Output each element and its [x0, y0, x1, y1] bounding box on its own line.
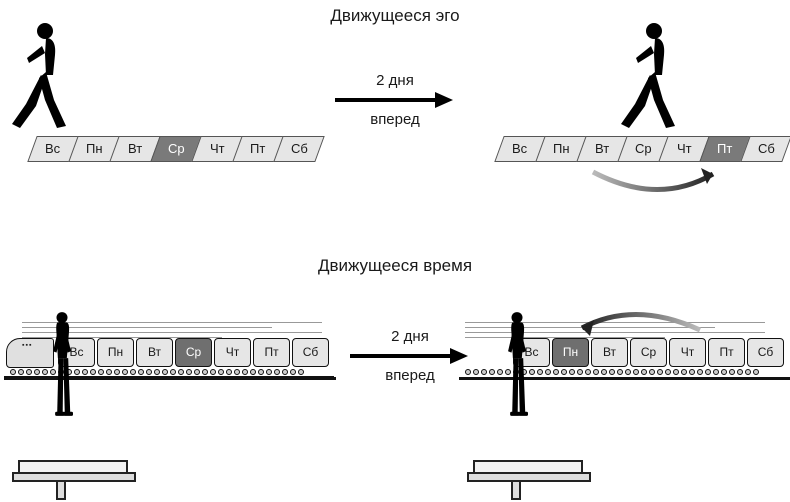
arrow-right-icon	[335, 93, 455, 107]
curve-arrow-right-icon	[583, 164, 733, 198]
day-tile: Сб	[273, 136, 324, 162]
standing-person-icon	[36, 310, 88, 425]
platform-lip	[12, 472, 136, 482]
arrow-text-1: 2 дня	[325, 72, 465, 89]
arrow-text-2: вперед	[325, 111, 465, 128]
walker-icon	[615, 20, 687, 135]
curve-arrow-left-icon	[560, 308, 710, 338]
panel-time-before: Вс Пн Вт Ср Чт Пт Сб	[0, 280, 345, 495]
arrow-right-icon	[350, 349, 470, 363]
train-car: Пт	[708, 338, 745, 367]
panel-ego-after: Вс Пн Вт Ср Чт Пт Сб	[475, 18, 790, 188]
train-car-hl: Ср	[175, 338, 212, 367]
platform-lip	[467, 472, 591, 482]
platform-leg	[511, 480, 521, 500]
title-time: Движущееся время	[0, 256, 790, 276]
train-car: Чт	[669, 338, 706, 367]
days-ego-after: Вс Пн Вт Ср Чт Пт Сб	[499, 136, 786, 162]
train-car: Вт	[591, 338, 628, 367]
train-car: Сб	[747, 338, 784, 367]
standing-person-icon	[491, 310, 543, 425]
train-car: Пт	[253, 338, 290, 367]
panel-ego-before: Вс Пн Вт Ср Чт Пт Сб	[0, 18, 320, 178]
train-car-hl: Пн	[552, 338, 589, 367]
train-car: Ср	[630, 338, 667, 367]
day-tile: Сб	[740, 136, 790, 162]
train-car: Чт	[214, 338, 251, 367]
train-car: Вт	[136, 338, 173, 367]
days-ego-before: Вс Пн Вт Ср Чт Пт Сб	[32, 136, 319, 162]
panel-time-after: Вс Пн Вт Ср Чт Пт Сб	[455, 280, 790, 495]
platform-leg	[56, 480, 66, 500]
walker-icon	[6, 20, 78, 135]
train-car: Сб	[292, 338, 329, 367]
arrow-ego: 2 дня вперед	[325, 72, 465, 128]
train-car: Пн	[97, 338, 134, 367]
